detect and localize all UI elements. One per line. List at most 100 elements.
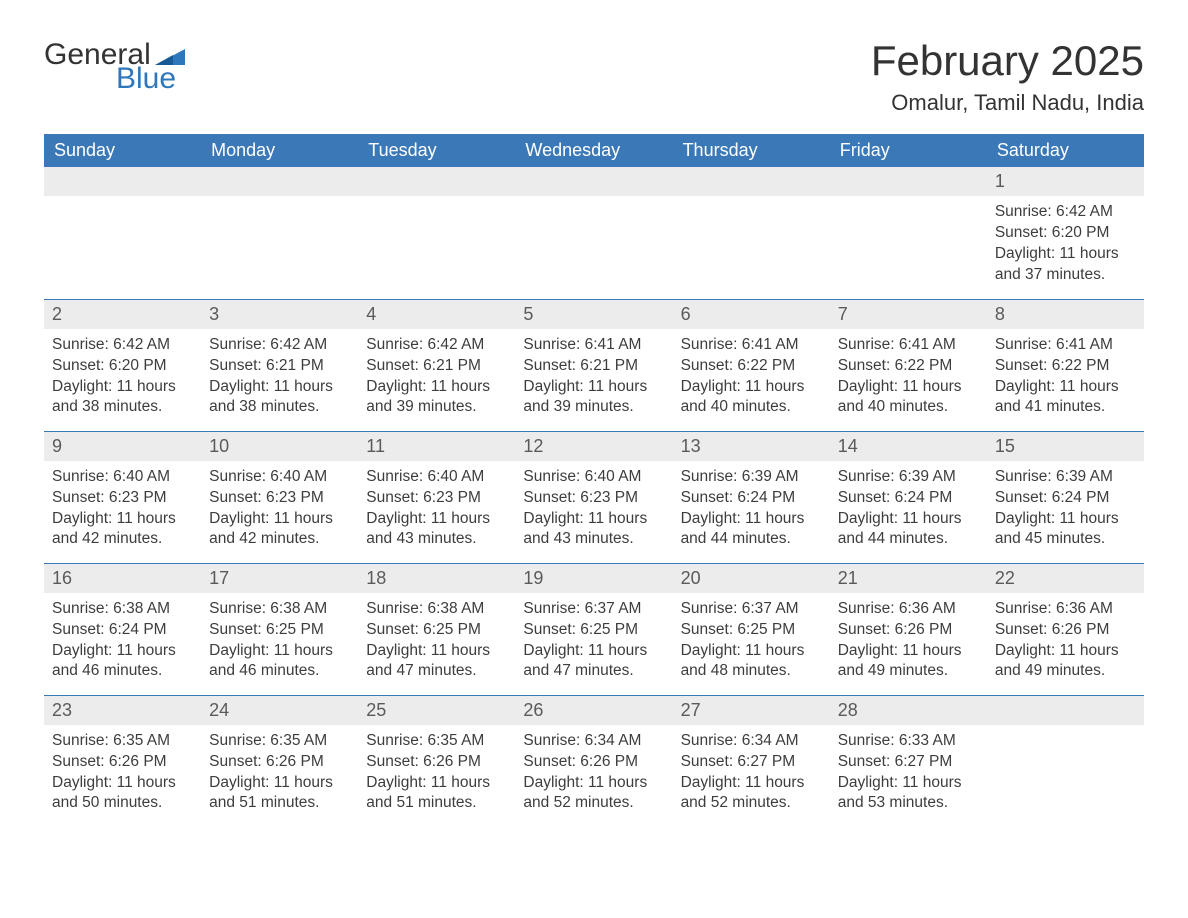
sunset-text: Sunset: 6:25 PM	[681, 620, 822, 641]
sunrise-text: Sunrise: 6:42 AM	[366, 335, 507, 356]
day-number: 18	[358, 564, 515, 593]
week-row: 9Sunrise: 6:40 AMSunset: 6:23 PMDaylight…	[44, 431, 1144, 563]
day-number	[830, 167, 987, 196]
sunset-text: Sunset: 6:25 PM	[209, 620, 350, 641]
daylight-text: Daylight: 11 hours	[209, 509, 350, 530]
day-cell: 18Sunrise: 6:38 AMSunset: 6:25 PMDayligh…	[358, 563, 515, 695]
sunset-text: Sunset: 6:24 PM	[838, 488, 979, 509]
day-number	[44, 167, 201, 196]
day-cell: 1Sunrise: 6:42 AMSunset: 6:20 PMDaylight…	[987, 167, 1144, 299]
daylight-text-2: and 40 minutes.	[838, 397, 979, 418]
weekday-header: Tuesday	[358, 134, 515, 167]
sunrise-text: Sunrise: 6:38 AM	[366, 599, 507, 620]
daylight-text-2: and 43 minutes.	[366, 529, 507, 550]
daylight-text-2: and 52 minutes.	[523, 793, 664, 814]
daylight-text: Daylight: 11 hours	[995, 244, 1136, 265]
day-details: Sunrise: 6:39 AMSunset: 6:24 PMDaylight:…	[987, 461, 1144, 559]
title-block: February 2025 Omalur, Tamil Nadu, India	[871, 40, 1144, 116]
day-details: Sunrise: 6:41 AMSunset: 6:22 PMDaylight:…	[673, 329, 830, 427]
day-cell: 13Sunrise: 6:39 AMSunset: 6:24 PMDayligh…	[673, 431, 830, 563]
day-number: 3	[201, 300, 358, 329]
day-number: 11	[358, 432, 515, 461]
sunset-text: Sunset: 6:23 PM	[366, 488, 507, 509]
weekday-header: Sunday	[44, 134, 201, 167]
sunset-text: Sunset: 6:24 PM	[995, 488, 1136, 509]
sunrise-text: Sunrise: 6:42 AM	[995, 202, 1136, 223]
day-details: Sunrise: 6:40 AMSunset: 6:23 PMDaylight:…	[201, 461, 358, 559]
day-number: 25	[358, 696, 515, 725]
weekday-header: Monday	[201, 134, 358, 167]
daylight-text: Daylight: 11 hours	[838, 509, 979, 530]
logo-text-blue: Blue	[116, 64, 176, 94]
day-cell: 4Sunrise: 6:42 AMSunset: 6:21 PMDaylight…	[358, 299, 515, 431]
daylight-text: Daylight: 11 hours	[523, 509, 664, 530]
day-cell: 20Sunrise: 6:37 AMSunset: 6:25 PMDayligh…	[673, 563, 830, 695]
daylight-text-2: and 49 minutes.	[995, 661, 1136, 682]
sunset-text: Sunset: 6:21 PM	[366, 356, 507, 377]
daylight-text-2: and 48 minutes.	[681, 661, 822, 682]
week-row: 16Sunrise: 6:38 AMSunset: 6:24 PMDayligh…	[44, 563, 1144, 695]
daylight-text: Daylight: 11 hours	[995, 509, 1136, 530]
logo: General Blue	[44, 40, 185, 94]
day-cell: 17Sunrise: 6:38 AMSunset: 6:25 PMDayligh…	[201, 563, 358, 695]
sunset-text: Sunset: 6:25 PM	[366, 620, 507, 641]
day-cell	[44, 167, 201, 299]
daylight-text: Daylight: 11 hours	[681, 377, 822, 398]
day-cell: 14Sunrise: 6:39 AMSunset: 6:24 PMDayligh…	[830, 431, 987, 563]
day-cell: 9Sunrise: 6:40 AMSunset: 6:23 PMDaylight…	[44, 431, 201, 563]
daylight-text-2: and 44 minutes.	[681, 529, 822, 550]
daylight-text: Daylight: 11 hours	[366, 773, 507, 794]
sunset-text: Sunset: 6:27 PM	[681, 752, 822, 773]
sunset-text: Sunset: 6:20 PM	[995, 223, 1136, 244]
daylight-text-2: and 41 minutes.	[995, 397, 1136, 418]
day-details: Sunrise: 6:40 AMSunset: 6:23 PMDaylight:…	[44, 461, 201, 559]
sunrise-text: Sunrise: 6:36 AM	[838, 599, 979, 620]
day-cell: 11Sunrise: 6:40 AMSunset: 6:23 PMDayligh…	[358, 431, 515, 563]
day-number: 27	[673, 696, 830, 725]
daylight-text: Daylight: 11 hours	[209, 377, 350, 398]
day-number: 23	[44, 696, 201, 725]
day-cell	[830, 167, 987, 299]
sunrise-text: Sunrise: 6:37 AM	[523, 599, 664, 620]
day-cell: 22Sunrise: 6:36 AMSunset: 6:26 PMDayligh…	[987, 563, 1144, 695]
daylight-text-2: and 46 minutes.	[209, 661, 350, 682]
day-cell: 6Sunrise: 6:41 AMSunset: 6:22 PMDaylight…	[673, 299, 830, 431]
sunrise-text: Sunrise: 6:40 AM	[209, 467, 350, 488]
daylight-text-2: and 51 minutes.	[366, 793, 507, 814]
daylight-text-2: and 40 minutes.	[681, 397, 822, 418]
day-number: 6	[673, 300, 830, 329]
day-cell: 16Sunrise: 6:38 AMSunset: 6:24 PMDayligh…	[44, 563, 201, 695]
day-details: Sunrise: 6:37 AMSunset: 6:25 PMDaylight:…	[515, 593, 672, 691]
daylight-text-2: and 39 minutes.	[523, 397, 664, 418]
sunrise-text: Sunrise: 6:34 AM	[523, 731, 664, 752]
daylight-text-2: and 44 minutes.	[838, 529, 979, 550]
day-details: Sunrise: 6:35 AMSunset: 6:26 PMDaylight:…	[44, 725, 201, 823]
weekday-header: Saturday	[987, 134, 1144, 167]
day-number: 15	[987, 432, 1144, 461]
day-cell: 15Sunrise: 6:39 AMSunset: 6:24 PMDayligh…	[987, 431, 1144, 563]
day-cell: 7Sunrise: 6:41 AMSunset: 6:22 PMDaylight…	[830, 299, 987, 431]
sunrise-text: Sunrise: 6:41 AM	[523, 335, 664, 356]
sunrise-text: Sunrise: 6:42 AM	[52, 335, 193, 356]
day-number: 21	[830, 564, 987, 593]
day-cell: 3Sunrise: 6:42 AMSunset: 6:21 PMDaylight…	[201, 299, 358, 431]
sunset-text: Sunset: 6:27 PM	[838, 752, 979, 773]
daylight-text: Daylight: 11 hours	[366, 377, 507, 398]
day-number: 26	[515, 696, 672, 725]
day-number: 24	[201, 696, 358, 725]
week-row: 2Sunrise: 6:42 AMSunset: 6:20 PMDaylight…	[44, 299, 1144, 431]
daylight-text: Daylight: 11 hours	[838, 641, 979, 662]
daylight-text: Daylight: 11 hours	[523, 377, 664, 398]
sunrise-text: Sunrise: 6:35 AM	[366, 731, 507, 752]
weekday-header: Thursday	[673, 134, 830, 167]
day-details: Sunrise: 6:34 AMSunset: 6:27 PMDaylight:…	[673, 725, 830, 823]
day-cell: 24Sunrise: 6:35 AMSunset: 6:26 PMDayligh…	[201, 695, 358, 827]
day-number: 7	[830, 300, 987, 329]
day-details: Sunrise: 6:36 AMSunset: 6:26 PMDaylight:…	[830, 593, 987, 691]
daylight-text-2: and 45 minutes.	[995, 529, 1136, 550]
day-number: 20	[673, 564, 830, 593]
daylight-text: Daylight: 11 hours	[523, 641, 664, 662]
day-number: 2	[44, 300, 201, 329]
sunset-text: Sunset: 6:21 PM	[523, 356, 664, 377]
sunset-text: Sunset: 6:22 PM	[838, 356, 979, 377]
